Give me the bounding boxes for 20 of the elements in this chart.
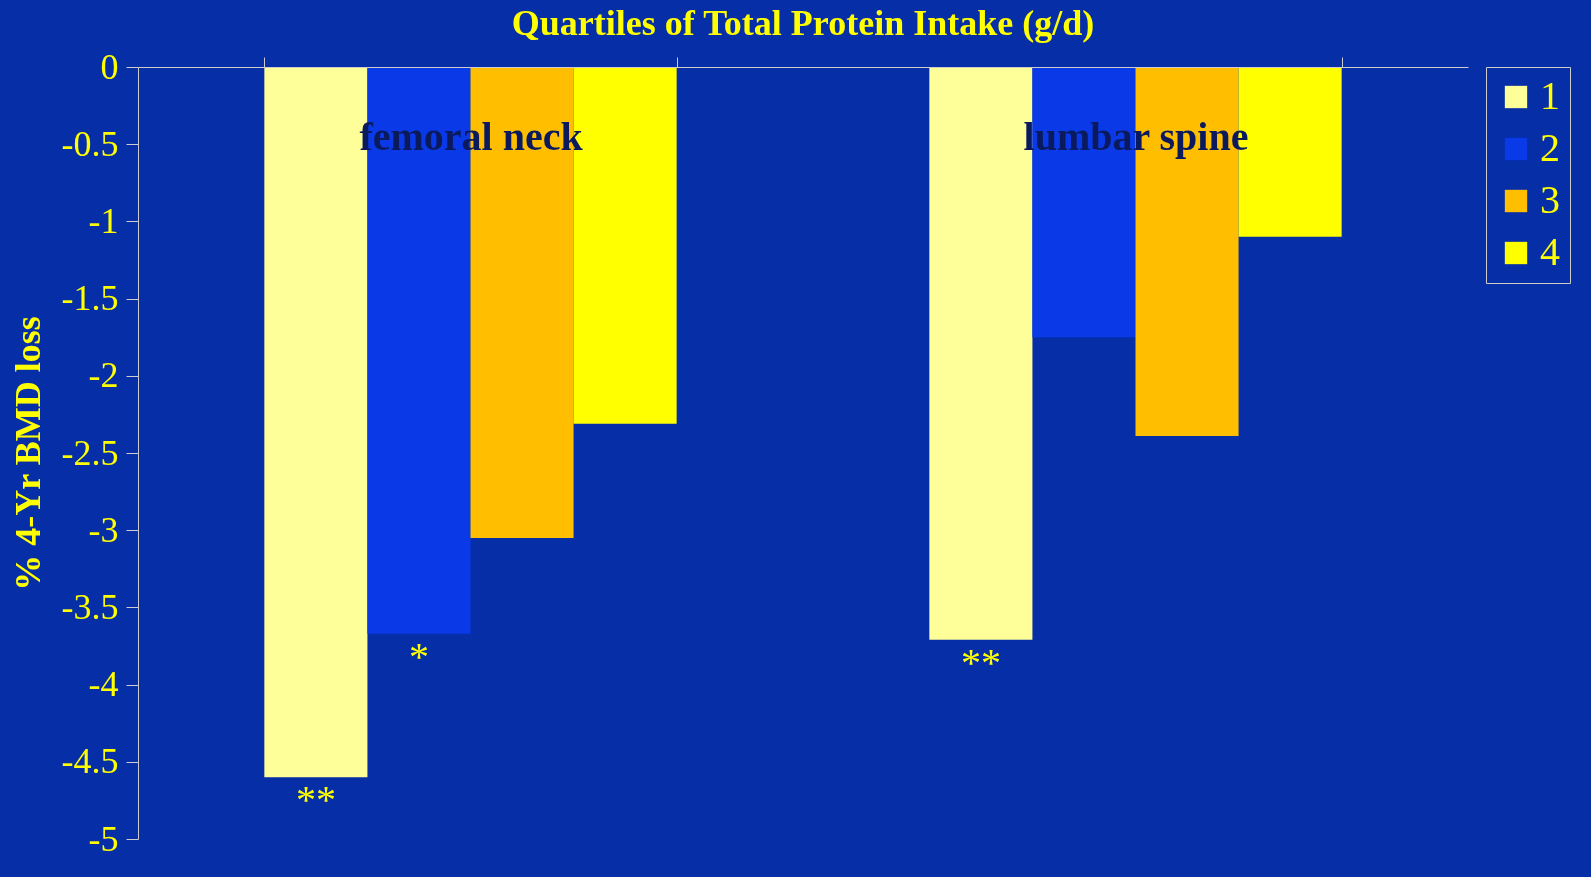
y-axis-title: % 4-Yr BMD loss <box>7 316 48 591</box>
annotation: * <box>408 633 429 679</box>
y-tick-label: -1 <box>88 200 119 241</box>
y-tick-label: -4.5 <box>61 741 119 782</box>
y-tick-label: -2 <box>88 355 119 396</box>
y-tick-label: -5 <box>88 818 119 859</box>
legend-label: 4 <box>1540 229 1560 274</box>
annotation: ** <box>295 777 336 823</box>
legend-label: 3 <box>1540 177 1560 222</box>
y-tick-label: 0 <box>100 46 119 87</box>
chart-title: Quartiles of Total Protein Intake (g/d) <box>511 3 1095 43</box>
y-tick-label: -4 <box>88 664 119 705</box>
y-tick-label: -2.5 <box>61 432 119 473</box>
y-tick-label: -3 <box>88 509 119 550</box>
annotation: ** <box>960 639 1001 685</box>
y-tick-label: -1.5 <box>61 278 119 319</box>
y-tick-label: -3.5 <box>61 586 119 627</box>
legend-label: 1 <box>1540 73 1560 118</box>
y-tick-label: -0.5 <box>61 123 119 164</box>
legend-label: 2 <box>1540 125 1560 170</box>
